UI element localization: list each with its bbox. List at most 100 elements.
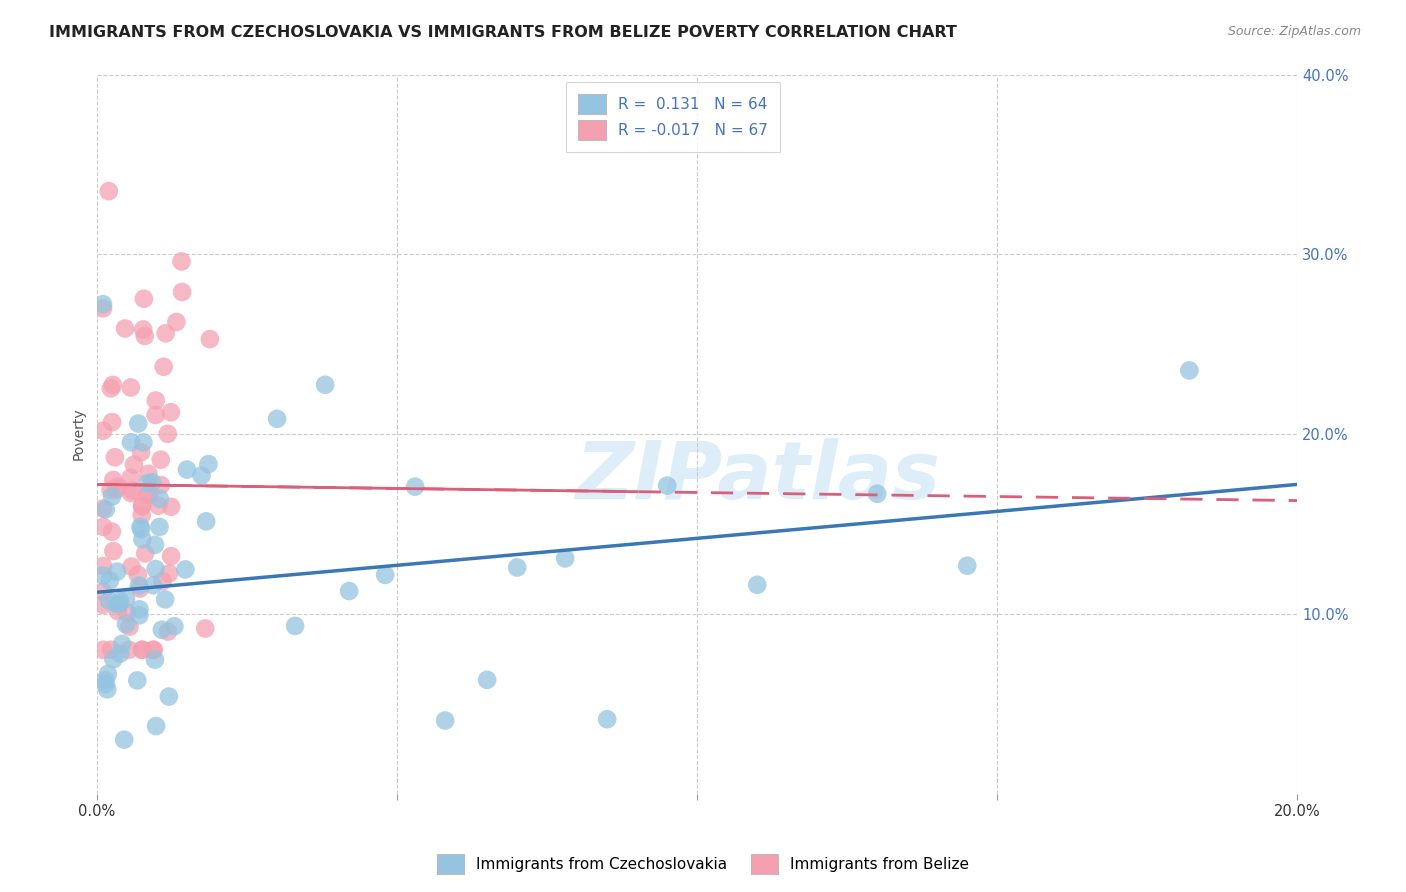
Point [91, 501, 114, 516]
Point [104, 450, 127, 465]
Point [160, 549, 183, 563]
Point [111, 637, 134, 651]
Point [198, 332, 221, 346]
Point [98, 574, 121, 588]
Point [91, 584, 114, 599]
Point [131, 533, 153, 547]
Point [127, 567, 149, 582]
Point [105, 597, 128, 611]
Point [107, 604, 129, 618]
Point [156, 624, 179, 639]
Point [97, 667, 120, 681]
Point [118, 620, 141, 634]
Point [128, 608, 150, 623]
Point [314, 377, 336, 392]
Point [132, 322, 155, 336]
Point [114, 321, 136, 335]
Point [266, 412, 288, 426]
Point [142, 642, 165, 657]
Point [337, 584, 360, 599]
Point [97, 184, 120, 198]
Point [120, 435, 142, 450]
Point [174, 562, 197, 576]
Point [131, 642, 153, 657]
Point [112, 732, 135, 747]
Point [145, 393, 167, 408]
Point [190, 468, 212, 483]
Point [131, 499, 153, 513]
Point [127, 417, 149, 431]
Point [150, 623, 173, 637]
Point [506, 560, 529, 574]
Point [129, 522, 152, 536]
Point [96, 682, 118, 697]
Point [128, 578, 150, 592]
Point [108, 593, 131, 607]
Point [145, 719, 167, 733]
Point [129, 445, 152, 459]
Point [91, 297, 114, 311]
Point [148, 499, 170, 513]
Point [115, 606, 138, 620]
Point [131, 642, 153, 657]
Point [148, 520, 170, 534]
Point [108, 647, 131, 661]
Point [170, 254, 193, 268]
Point [122, 458, 145, 472]
Point [176, 462, 198, 476]
Point [145, 562, 167, 576]
Legend: R =  0.131   N = 64, R = -0.017   N = 67: R = 0.131 N = 64, R = -0.017 N = 67 [567, 82, 780, 152]
Point [136, 476, 159, 491]
Point [91, 559, 114, 574]
Point [128, 602, 150, 616]
Point [134, 546, 156, 560]
Point [129, 520, 152, 534]
Point [149, 452, 172, 467]
Point [97, 593, 120, 607]
Point [956, 558, 979, 573]
Point [142, 642, 165, 657]
Point [138, 467, 160, 481]
Point [197, 457, 219, 471]
Point [657, 478, 679, 492]
Point [153, 592, 176, 607]
Point [284, 619, 307, 633]
Point [120, 559, 142, 574]
Point [145, 408, 167, 422]
Point [152, 574, 174, 589]
Point [107, 480, 129, 494]
Point [101, 378, 124, 392]
Point [1178, 363, 1201, 377]
Point [100, 642, 122, 657]
Point [132, 292, 155, 306]
Text: Source: ZipAtlas.com: Source: ZipAtlas.com [1227, 25, 1361, 38]
Point [143, 653, 166, 667]
Text: IMMIGRANTS FROM CZECHOSLOVAKIA VS IMMIGRANTS FROM BELIZE POVERTY CORRELATION CHA: IMMIGRANTS FROM CZECHOSLOVAKIA VS IMMIGR… [49, 25, 957, 40]
Text: ZIPatlas: ZIPatlas [575, 438, 939, 516]
Point [136, 488, 159, 502]
Point [156, 426, 179, 441]
Point [94, 677, 117, 691]
Point [105, 565, 128, 579]
Point [149, 491, 172, 506]
Point [163, 619, 186, 633]
Point [115, 617, 138, 632]
Point [91, 598, 114, 612]
Point [120, 380, 142, 394]
Point [100, 483, 122, 497]
Point [554, 551, 576, 566]
Legend: Immigrants from Czechoslovakia, Immigrants from Belize: Immigrants from Czechoslovakia, Immigran… [430, 848, 976, 880]
Point [152, 359, 174, 374]
Point [155, 326, 177, 341]
Y-axis label: Poverty: Poverty [72, 408, 86, 460]
Point [128, 582, 150, 596]
Point [157, 566, 180, 581]
Point [103, 544, 125, 558]
Point [118, 642, 141, 657]
Point [127, 673, 149, 688]
Point [115, 591, 138, 606]
Point [105, 483, 128, 497]
Point [374, 568, 396, 582]
Point [91, 568, 114, 582]
Point [91, 301, 114, 316]
